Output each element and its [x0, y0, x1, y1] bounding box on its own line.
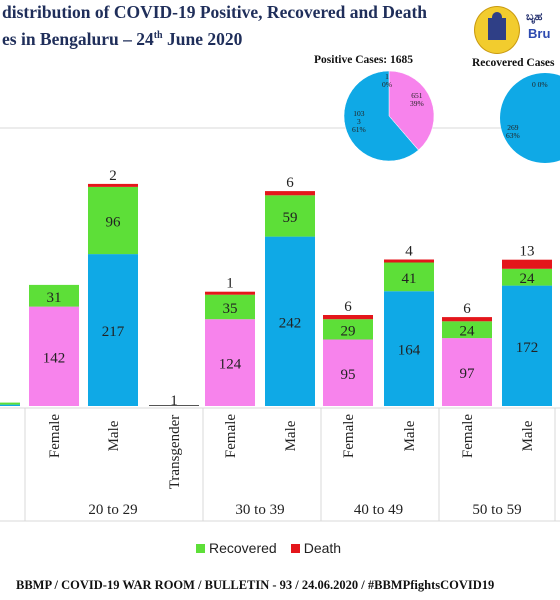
bar-recovered-g1-b0: [29, 284, 79, 307]
logo-text-latin: Bru: [528, 26, 551, 41]
legend-item-death: Death: [290, 540, 342, 556]
bar-recovered-label-g1-b0: 31: [47, 290, 62, 306]
pie-recovered-label-zero: 0 0%: [532, 80, 548, 89]
legend-label-death: Death: [303, 540, 342, 556]
bar-recovered-label-g2-b1: 59: [283, 210, 298, 226]
category-label-g4-b0: Female: [460, 414, 476, 458]
bar-death-label-g1-b1: 2: [109, 168, 117, 184]
bar-death-label-g4-b1: 13: [520, 244, 535, 260]
bar-positive-label-g1-b1: 217: [102, 324, 125, 340]
bar-death-label-g3-b0: 6: [344, 299, 352, 315]
pie-positive-title: Positive Cases: 1685: [314, 54, 414, 66]
category-label-g3-b0: Female: [341, 414, 357, 458]
bar-positive-g1-b0: [29, 306, 79, 406]
bar-positive-label-g3-b0: 95: [341, 367, 356, 383]
title-line-1: distribution of COVID-19 Positive, Recov…: [2, 2, 428, 22]
bar-recovered-label-g4-b1: 24: [520, 271, 536, 287]
category-label-g2-b0: Female: [223, 414, 239, 458]
bar-recovered-g2-b0: [205, 294, 255, 320]
bar-recovered-label-g2-b0: 35: [223, 301, 238, 317]
title-line-2-suffix: June 2020: [162, 28, 243, 49]
bar-positive-label-g1-b0: 142: [43, 350, 66, 366]
logo-text-kannada: ಬೃಹ: [526, 10, 543, 23]
bar-recovered-g4-b0: [442, 321, 492, 339]
group-label-2: 30 to 39: [235, 502, 284, 518]
bar-positive-g1-b1: [88, 254, 138, 406]
footer-bulletin: BBMP / COVID-19 WAR ROOM / BULLETIN - 93…: [16, 578, 495, 592]
bar-death-g3-b0: [323, 315, 373, 320]
bar-positive-label-g4-b0: 97: [460, 366, 476, 382]
bar-death-label-g1-b2: 1: [170, 393, 178, 409]
bar-recovered-g1-b1: [88, 186, 138, 255]
bar-positive-label-g3-b1: 164: [398, 343, 421, 359]
pie-positive-label-male: 103 3 61%: [352, 109, 366, 134]
logo-building-icon: [488, 18, 506, 40]
bar-recovered-g2-b1: [265, 195, 315, 237]
bar-recovered-g3-b1: [384, 262, 434, 292]
bar-recovered-label-g3-b0: 29: [341, 323, 356, 339]
pie-recovered-title: Recovered Cases: [472, 57, 555, 69]
bar-positive-g0-b0: [0, 404, 20, 406]
bar-death-label-g3-b1: 4: [405, 244, 413, 260]
title-line-2: es in Bengaluru – 24th June 2020: [2, 24, 427, 51]
bar-positive-label-g2-b1: 242: [279, 315, 302, 331]
pie-recovered-slice-1: [500, 73, 560, 163]
bar-positive-g2-b1: [265, 236, 315, 406]
title-line-2-sup: th: [153, 30, 163, 41]
pie-positive-slice-2: [343, 70, 419, 162]
bar-recovered-g0-b0: [0, 402, 20, 405]
category-label-g1-b2: Transgender: [167, 415, 183, 489]
group-label-4: 50 to 59: [472, 502, 521, 518]
bar-death-label-g4-b0: 6: [463, 301, 471, 317]
category-label-g1-b1: Male: [106, 420, 122, 451]
bar-death-g4-b0: [442, 317, 492, 322]
bar-positive-label-g2-b0: 124: [219, 357, 242, 373]
category-label-g4-b1: Male: [520, 420, 536, 451]
category-label-g2-b1: Male: [283, 420, 299, 451]
bar-positive-g3-b1: [384, 291, 434, 406]
bar-recovered-label-g1-b1: 96: [106, 215, 122, 231]
legend-swatch-recovered: [196, 543, 205, 553]
pie-positive-label-transgender: 1 0%: [382, 72, 392, 89]
bar-recovered-label-g4-b0: 24: [460, 324, 476, 340]
bar-recovered-g3-b0: [323, 319, 373, 340]
bar-death-label-g2-b0: 1: [226, 276, 234, 292]
bar-death-g1-b1: [88, 183, 138, 187]
bar-recovered-g4-b1: [502, 268, 552, 286]
chart-title: distribution of COVID-19 Positive, Recov…: [2, 0, 427, 51]
bar-positive-g3-b0: [323, 339, 373, 406]
plot-area-border: [0, 127, 560, 522]
legend-swatch-death: [290, 543, 300, 553]
bar-death-g2-b0: [205, 291, 255, 295]
bar-recovered-label-g3-b1: 41: [402, 271, 417, 287]
group-label-3: 40 to 49: [354, 502, 403, 518]
logo-dome: [492, 12, 502, 20]
bar-positive-g4-b1: [502, 285, 552, 406]
category-label-g1-b0: Female: [47, 414, 63, 458]
pie-positive-label-female: 651 39%: [410, 91, 424, 108]
bar-positive-g1-b2: [149, 405, 199, 406]
pie-recovered-label-male: 269 63%: [506, 123, 520, 140]
chart-legend: Recovered Death: [196, 540, 355, 556]
bar-death-label-g2-b1: 6: [286, 175, 294, 191]
bar-death-g4-b1: [502, 259, 552, 269]
legend-item-recovered: Recovered: [196, 540, 277, 556]
bar-positive-label-g4-b1: 172: [516, 340, 539, 356]
bar-death-g3-b1: [384, 259, 434, 263]
bar-positive-g2-b0: [205, 319, 255, 406]
title-line-2-prefix: es in Bengaluru – 24: [2, 28, 154, 49]
bar-death-g2-b1: [265, 191, 315, 196]
category-label-g3-b1: Male: [402, 420, 418, 451]
bar-positive-g4-b0: [442, 338, 492, 406]
legend-label-recovered: Recovered: [209, 540, 277, 556]
group-label-1: 20 to 29: [88, 502, 137, 518]
pie-positive-slice-0: [388, 70, 435, 151]
